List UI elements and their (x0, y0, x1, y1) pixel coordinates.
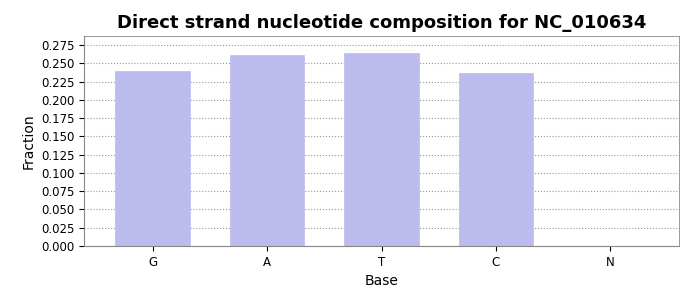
X-axis label: Base: Base (365, 274, 398, 288)
Title: Direct strand nucleotide composition for NC_010634: Direct strand nucleotide composition for… (117, 14, 646, 32)
Bar (344, 53, 419, 246)
Bar (458, 73, 533, 246)
Bar (116, 71, 190, 246)
Y-axis label: Fraction: Fraction (21, 113, 35, 169)
Bar (230, 55, 304, 246)
